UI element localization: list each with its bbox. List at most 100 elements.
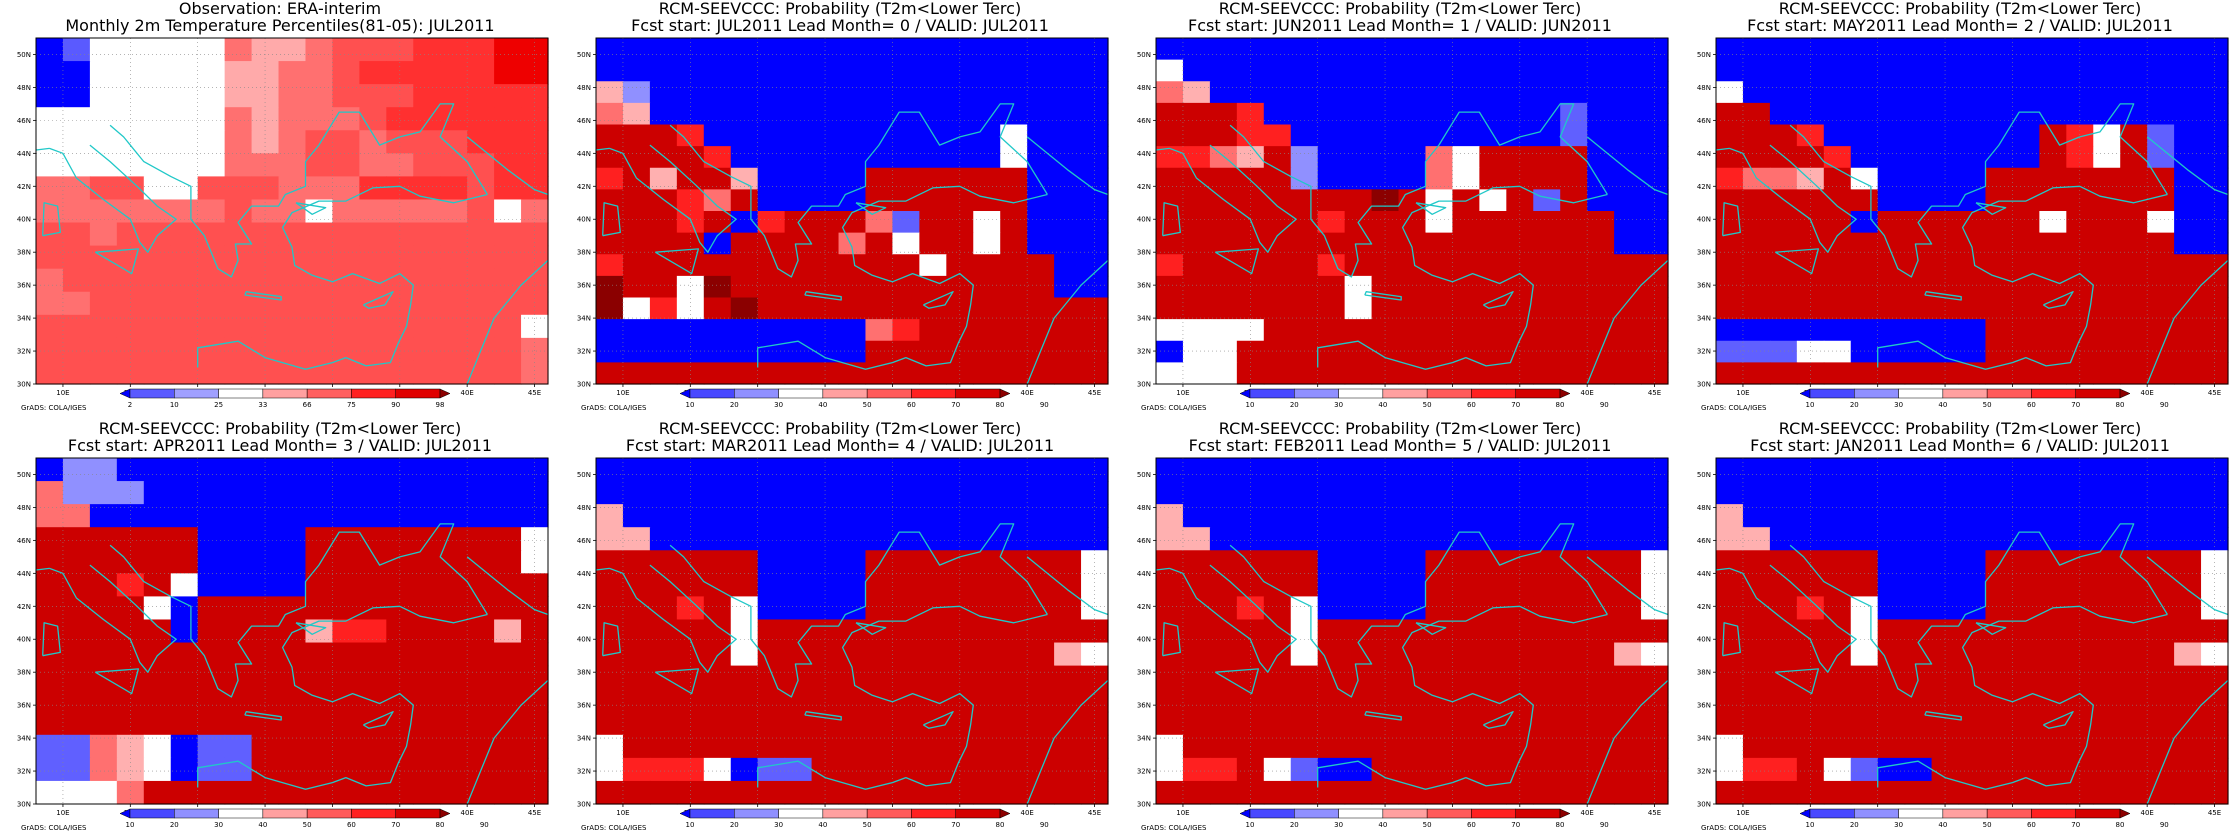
grid-cell: [278, 711, 307, 736]
grid-cell: [2174, 102, 2202, 126]
grid-cell: [1027, 319, 1055, 342]
grid-cell: [413, 245, 441, 270]
grid-cell: [2066, 59, 2094, 82]
grid-cell: [1452, 211, 1480, 234]
grid-cell: [1317, 596, 1346, 621]
grid-cell: [1317, 59, 1346, 82]
grid-cell: [622, 232, 651, 255]
grid-cell: [62, 757, 91, 782]
grid-cell: [757, 124, 786, 147]
grid-cell: [1823, 38, 1852, 61]
grid-cell: [1716, 81, 1744, 104]
grid-cell: [1587, 550, 1615, 574]
grid-cell: [865, 688, 894, 713]
grid-cell: [596, 189, 624, 212]
grid-cell: [784, 642, 813, 667]
grid-cell: [62, 222, 91, 247]
grid-cell: [1156, 167, 1184, 190]
grid-cell: [1716, 665, 1744, 690]
grid-cell: [1452, 254, 1480, 277]
grid-cell: [1877, 573, 1906, 597]
grid-cell: [332, 107, 360, 131]
grid-cell: [1985, 780, 2014, 805]
grid-cell: [359, 199, 387, 224]
grid-cell: [332, 550, 360, 574]
grid-cell: [1506, 38, 1534, 61]
grid-cell: [892, 38, 920, 61]
grid-cell: [946, 124, 974, 147]
grid-cell: [1317, 619, 1346, 644]
grid-cell: [973, 757, 1001, 782]
grid-cell: [1560, 167, 1588, 190]
grid-cell: [36, 314, 64, 339]
grid-cell: [467, 573, 495, 597]
grid-cell: [2120, 189, 2148, 212]
grid-cell: [413, 153, 441, 177]
grid-cell: [757, 319, 786, 342]
grid-cell: [1769, 362, 1798, 385]
grid-cell: [143, 222, 172, 247]
grid-cell: [1344, 550, 1373, 574]
grid-cell: [1425, 527, 1454, 551]
grid-cell: [2066, 232, 2094, 255]
grid-cell: [2201, 780, 2229, 805]
grid-cell: [143, 504, 172, 528]
grid-cell: [703, 146, 732, 169]
grid-cell: [2039, 780, 2067, 805]
grid-cell: [1769, 596, 1798, 621]
grid-cell: [197, 337, 226, 362]
grid-cell: [1533, 211, 1561, 234]
map-panel: RCM-SEEVCCC: Probability (T2m<Lower Terc…: [1120, 0, 1680, 420]
grid-cell: [1263, 232, 1292, 255]
grid-cell: [1877, 211, 1906, 234]
grid-cell: [1344, 81, 1373, 104]
grid-cell: [413, 84, 441, 108]
grid-cell: [62, 337, 91, 362]
grid-cell: [1769, 734, 1798, 759]
grid-cell: [1263, 642, 1292, 667]
colorbar-label: 90: [480, 821, 489, 829]
grid-cell: [1958, 711, 1987, 736]
grid-cell: [1317, 124, 1346, 147]
grid-cell: [1263, 81, 1292, 104]
grid-cell: [1560, 275, 1588, 299]
graticule: [36, 38, 548, 385]
grid-cell: [649, 757, 678, 782]
grid-cell: [919, 458, 947, 482]
grid-cell: [1796, 527, 1825, 551]
grid-cell: [2147, 167, 2175, 190]
grid-cell: [676, 688, 705, 713]
grid-cell: [332, 665, 360, 690]
grid-cell: [1182, 504, 1211, 528]
grid-cell: [1958, 211, 1987, 234]
grid-cell: [1769, 458, 1798, 482]
grid-cell: [811, 642, 840, 667]
grid-cell: [278, 61, 307, 85]
grid-cell: [973, 254, 1001, 277]
grid-cell: [1371, 573, 1400, 597]
grid-cell: [649, 59, 678, 82]
grid-cell: [1371, 619, 1400, 644]
grid-cell: [170, 130, 199, 154]
grid-cell: [1560, 481, 1588, 505]
grid-cell: [973, 38, 1001, 61]
grid-cell: [1081, 527, 1109, 551]
grid-cell: [1027, 189, 1055, 212]
grid-cell: [1958, 167, 1987, 190]
grid-cell: [919, 146, 947, 169]
plot-frame: [35, 457, 549, 805]
grid-cell: [865, 757, 894, 782]
grid-cell: [865, 254, 894, 277]
grid-cell: [197, 314, 226, 339]
grid-cell: [278, 38, 307, 62]
grid-cell: [1479, 711, 1507, 736]
grid-cell: [649, 573, 678, 597]
grid-cell: [170, 360, 199, 385]
grid-cell: [1716, 458, 1744, 482]
grid-cell: [1156, 757, 1184, 782]
grid-cell: [278, 642, 307, 667]
grid-cell: [2174, 38, 2202, 61]
grid-cell: [2039, 504, 2067, 528]
grid-cell: [1182, 189, 1211, 212]
grid-cell: [1452, 458, 1480, 482]
